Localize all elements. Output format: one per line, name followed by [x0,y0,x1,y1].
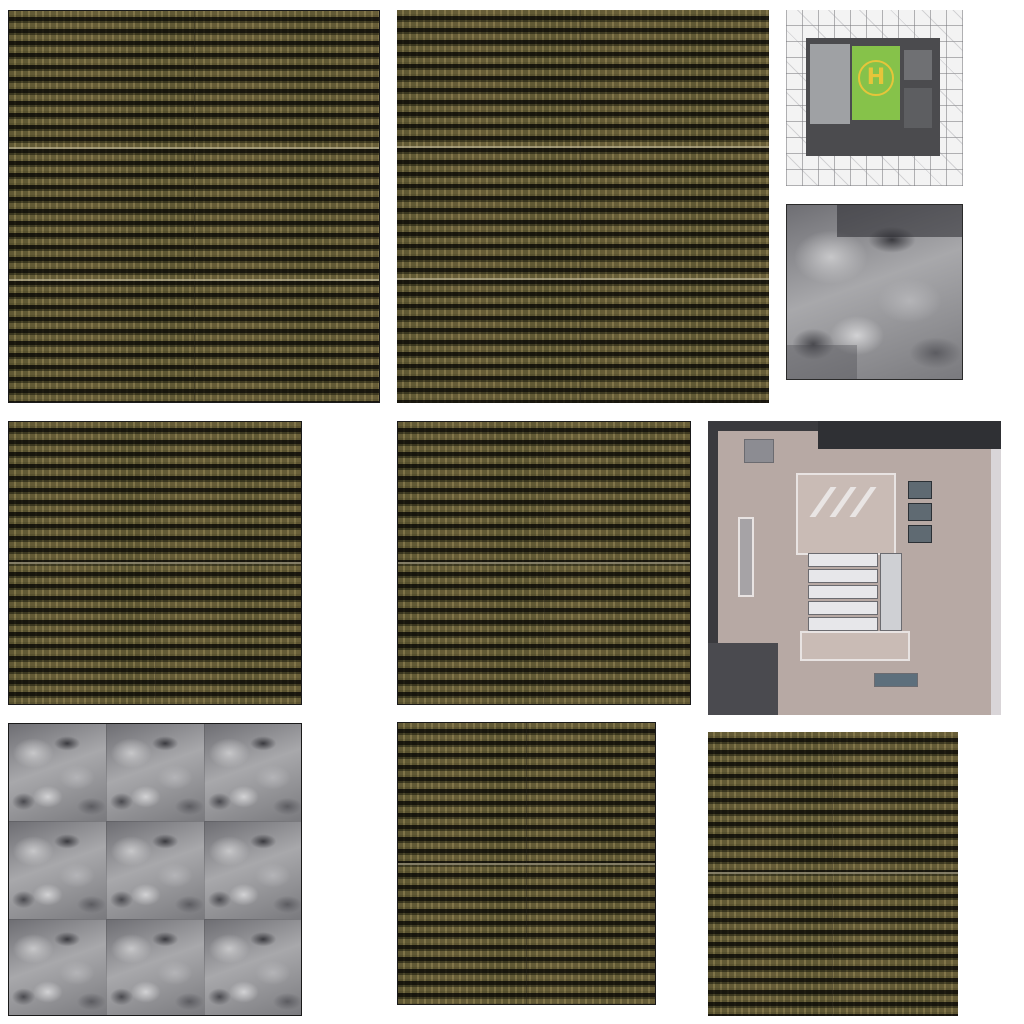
texture-seam-horizontal [9,279,379,281]
facade-texture-medium-1 [8,421,302,705]
rooftop-hvac-texture [708,421,1001,715]
rubble-tile-cell [107,822,205,920]
texture-seam-horizontal [708,872,958,874]
roof-slab [800,631,910,661]
hvac-unit [808,617,878,631]
rubble-tile-cell [9,822,107,920]
texture-seam-vertical [832,732,833,1016]
rubble-shadow [787,345,857,379]
facade-texture-large-1 [8,10,380,403]
roof-hatch [874,673,918,687]
helipad-pad: H [852,46,900,120]
rubble-texture-single [786,204,963,380]
facade-texture-small-1 [397,722,656,1005]
texture-seam-horizontal [9,147,379,149]
roof-fan-unit [908,525,932,543]
roof-fan-unit [908,503,932,521]
facade-texture-medium-2 [397,421,691,705]
rubble-tile-cell [205,920,301,1015]
rubble-shadow [837,205,962,237]
hvac-unit [880,553,902,631]
texture-seam-vertical [580,10,581,403]
roof-dark-area [708,643,778,715]
roof-dark-area [818,421,1001,449]
roof-deck-panel [904,88,932,128]
roof-slab [738,517,754,597]
rubble-texture-tiled [8,723,302,1016]
facade-texture-large-2 [397,10,769,403]
roof-parapet [991,421,1001,715]
rubble-tile-cell [9,724,107,822]
texture-seam-horizontal [9,562,301,564]
helipad-roof-texture: H [786,10,963,186]
hvac-unit [808,569,878,583]
roof-parapet [708,421,718,715]
hvac-unit [808,553,878,567]
helipad-letter-icon: H [866,65,886,90]
hvac-unit [808,601,878,615]
roof-deck-panel [904,50,932,80]
texture-seam-horizontal [397,278,769,280]
roof-fan-unit [908,481,932,499]
rubble-tile-cell [205,724,301,822]
rubble-tile-cell [9,920,107,1015]
rubble-tile-cell [107,920,205,1015]
hvac-unit [808,585,878,599]
texture-seam-horizontal [397,146,769,148]
helipad-ring [858,60,894,96]
roof-deck-panel [810,44,850,124]
facade-texture-small-2 [708,732,958,1016]
texture-seam-horizontal [398,863,655,865]
rubble-tile-cell [205,822,301,920]
texture-seam-horizontal [398,562,690,564]
rubble-tile-cell [107,724,205,822]
roof-equipment [744,439,774,463]
texture-seam-vertical [194,11,195,402]
